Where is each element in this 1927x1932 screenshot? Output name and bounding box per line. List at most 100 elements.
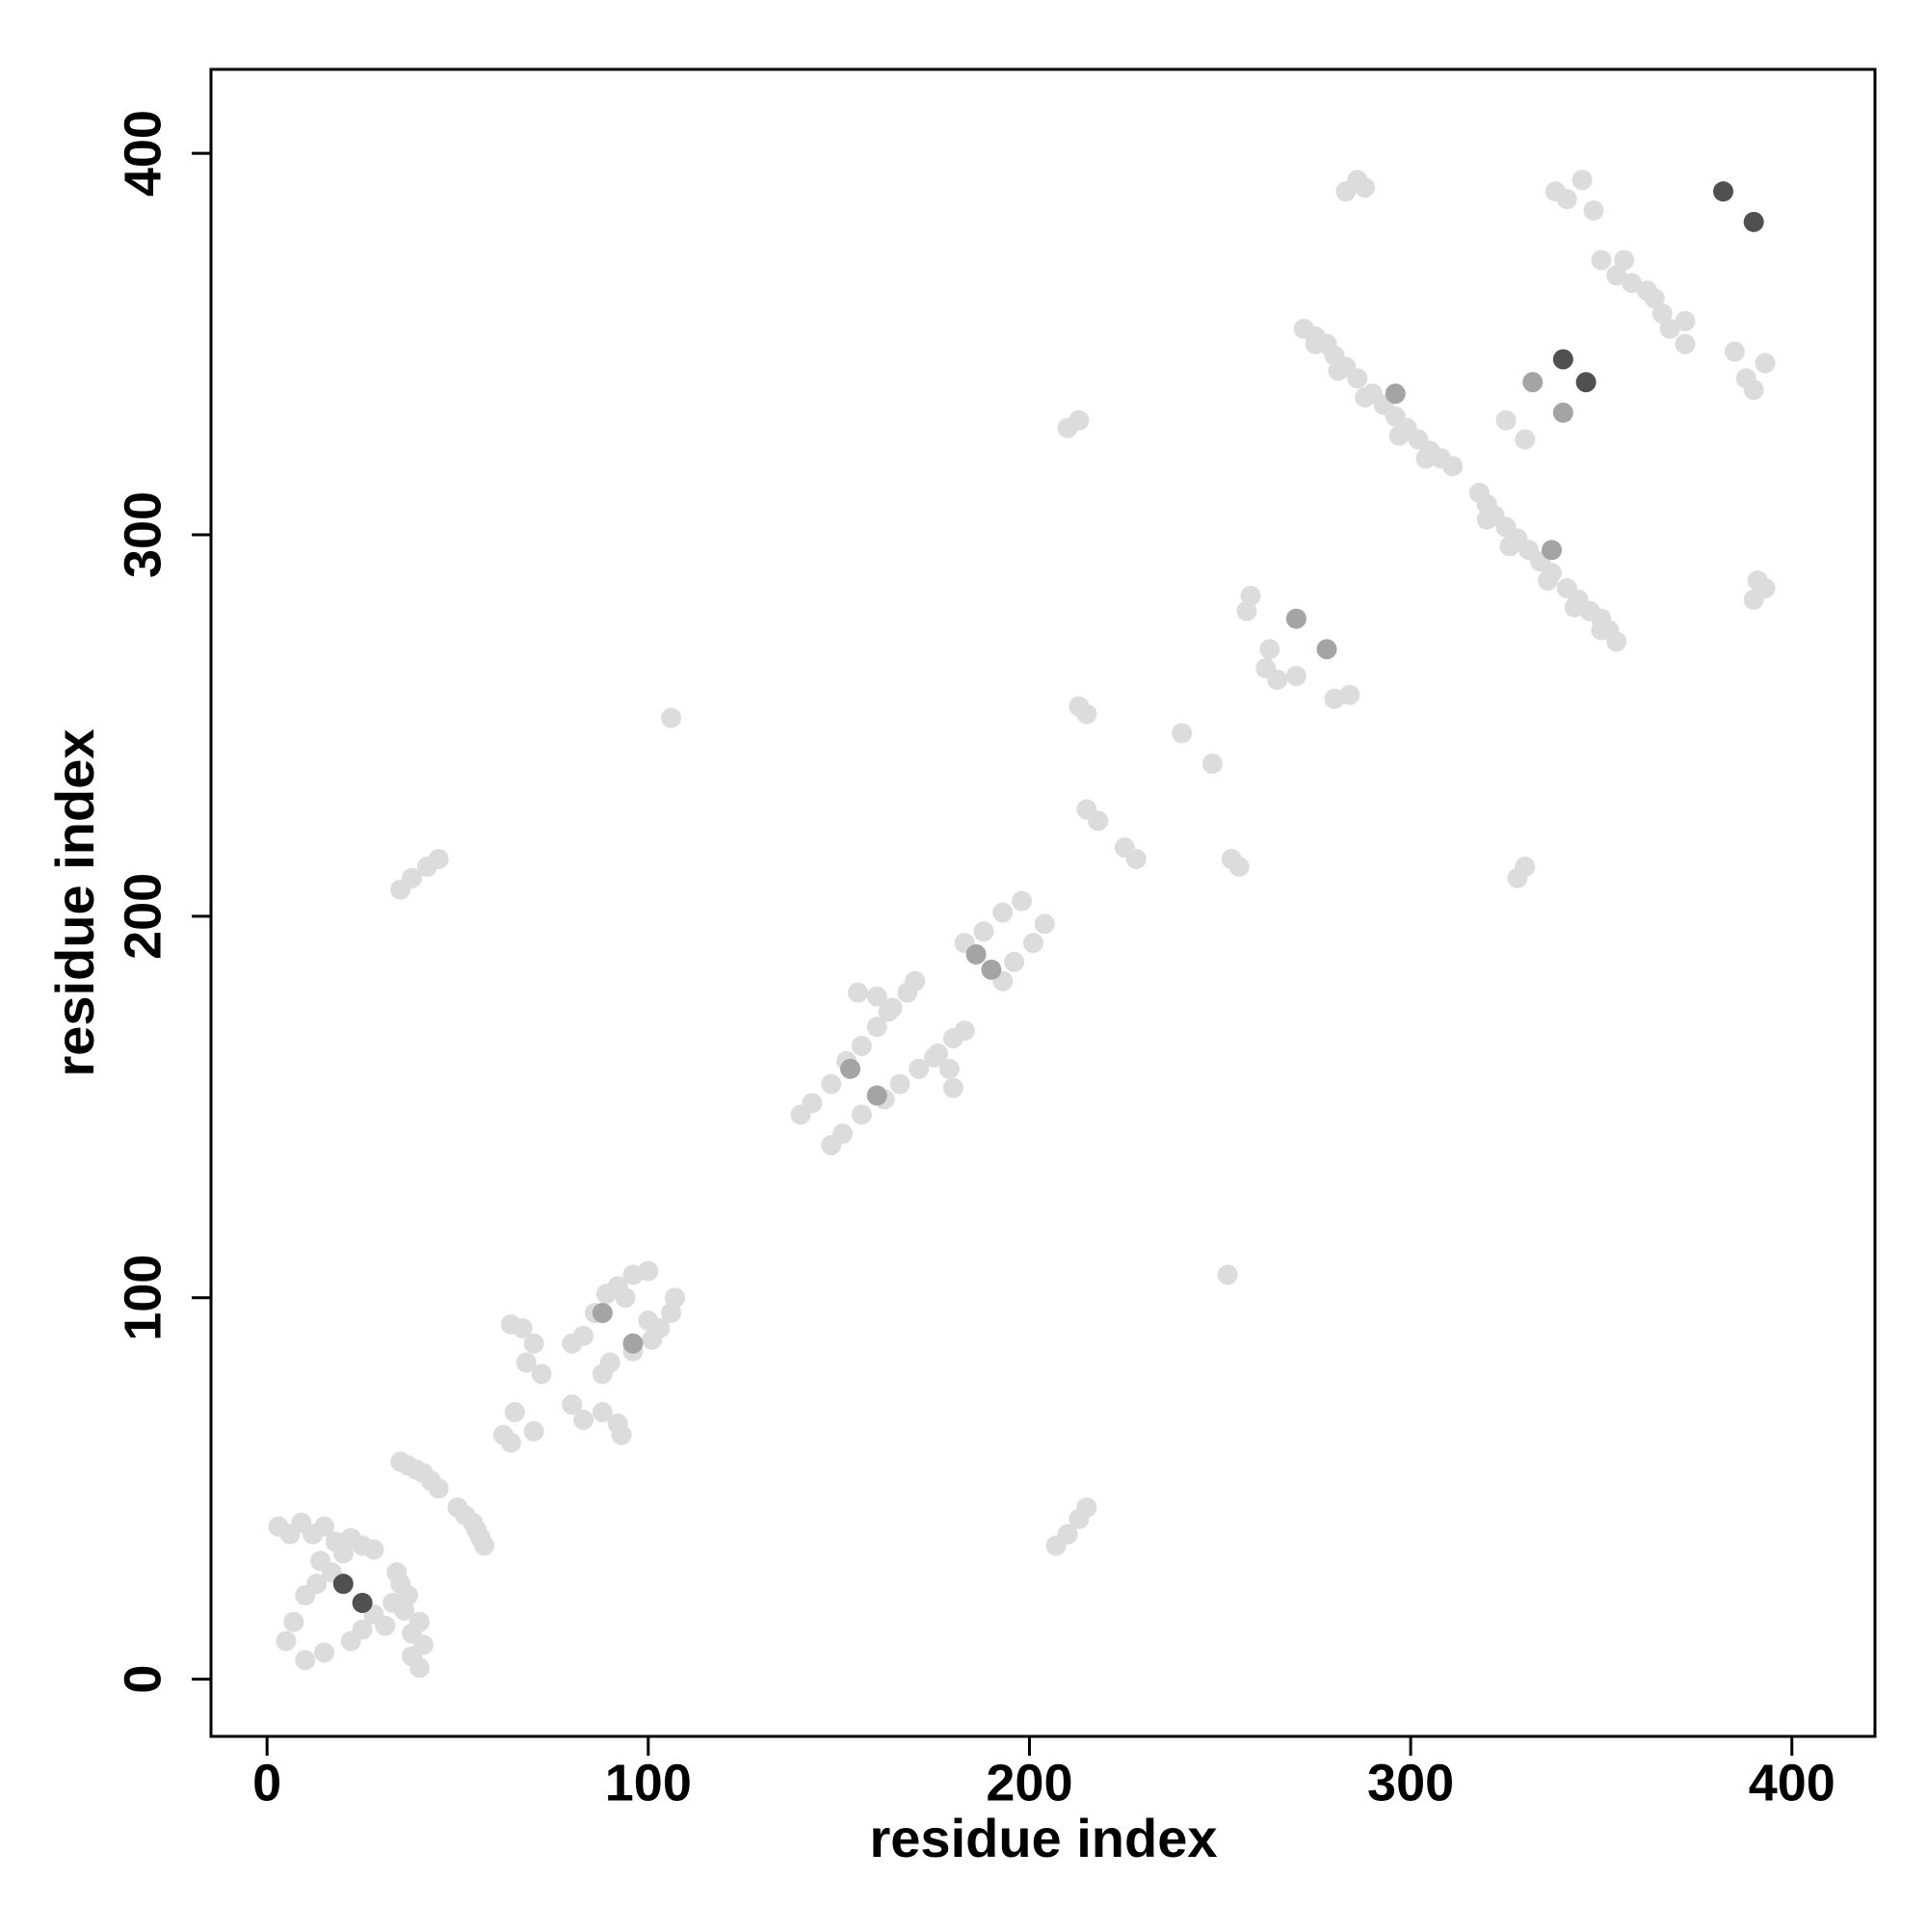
point [866, 1017, 887, 1038]
point [1515, 429, 1536, 450]
point [866, 1085, 887, 1106]
point [1735, 368, 1756, 389]
point [878, 1001, 899, 1022]
point [992, 902, 1014, 923]
point [1724, 341, 1745, 362]
point [1355, 386, 1376, 408]
point [1575, 372, 1597, 393]
point [512, 1317, 533, 1338]
point [1591, 620, 1612, 641]
point [938, 1058, 960, 1079]
point [409, 1611, 430, 1632]
point [352, 1619, 373, 1640]
point [1541, 540, 1562, 561]
point [573, 1325, 594, 1346]
point [1057, 1523, 1078, 1545]
point [276, 1630, 297, 1652]
x-tick-label: 400 [1749, 1754, 1835, 1812]
x-tick-label: 100 [605, 1754, 692, 1812]
point [1675, 333, 1696, 355]
point [314, 1642, 335, 1663]
point [599, 1352, 620, 1373]
y-tick-label: 0 [114, 1665, 172, 1694]
point [1515, 856, 1536, 877]
point [661, 1303, 682, 1324]
point [352, 1592, 373, 1613]
point [1285, 665, 1307, 686]
point [821, 1073, 842, 1095]
point [1385, 383, 1406, 404]
point [1442, 456, 1464, 477]
point [638, 1310, 659, 1331]
point [283, 1611, 304, 1632]
point [1305, 333, 1326, 355]
point [607, 1413, 628, 1434]
point [1522, 372, 1544, 393]
point [447, 1496, 468, 1518]
point [1552, 402, 1573, 423]
point [1644, 288, 1665, 309]
x-tick-label: 200 [986, 1754, 1072, 1812]
point [1743, 211, 1764, 232]
point [386, 1562, 408, 1583]
point [592, 1303, 613, 1324]
point [909, 1058, 930, 1079]
point [500, 1432, 521, 1453]
point [889, 1073, 911, 1095]
point [1583, 199, 1604, 221]
point [1755, 353, 1776, 374]
point [638, 1260, 659, 1282]
point [402, 867, 423, 888]
point [1240, 585, 1261, 606]
point [1499, 536, 1520, 557]
point [295, 1650, 316, 1671]
point [1591, 250, 1612, 271]
point [1347, 368, 1368, 389]
point [1088, 810, 1109, 832]
point [802, 1093, 823, 1114]
point [1255, 658, 1277, 679]
point [661, 707, 682, 728]
point [981, 959, 1002, 980]
point [1221, 848, 1242, 869]
point [973, 921, 994, 942]
point [1415, 448, 1437, 469]
y-tick-label: 100 [114, 1255, 172, 1341]
point [1172, 723, 1193, 744]
point [1012, 890, 1033, 912]
point [1747, 569, 1768, 591]
point [942, 1077, 964, 1098]
point [851, 1104, 872, 1125]
point [1339, 684, 1360, 705]
x-axis-title: residue index [869, 1808, 1217, 1868]
point [1316, 639, 1337, 660]
point [1114, 837, 1135, 859]
point [515, 1352, 537, 1373]
point [523, 1420, 544, 1442]
point [1004, 951, 1025, 972]
point [504, 1402, 525, 1423]
point [832, 1124, 854, 1145]
point [1324, 688, 1345, 709]
point [615, 1287, 636, 1309]
point [1614, 250, 1635, 271]
point [847, 982, 868, 1003]
point [428, 1478, 449, 1499]
point [1556, 189, 1577, 210]
point [866, 986, 887, 1007]
x-tick-label: 300 [1367, 1754, 1454, 1812]
x-tick-label: 0 [252, 1754, 281, 1812]
point [1556, 577, 1577, 598]
y-tick-label: 300 [114, 491, 172, 578]
point [1236, 600, 1257, 622]
point [1259, 639, 1280, 660]
point [1076, 703, 1097, 725]
point [665, 1287, 686, 1309]
y-tick-label: 200 [114, 873, 172, 960]
point [1622, 273, 1643, 294]
point [1606, 265, 1627, 286]
point [1069, 410, 1090, 431]
point [1034, 913, 1055, 935]
